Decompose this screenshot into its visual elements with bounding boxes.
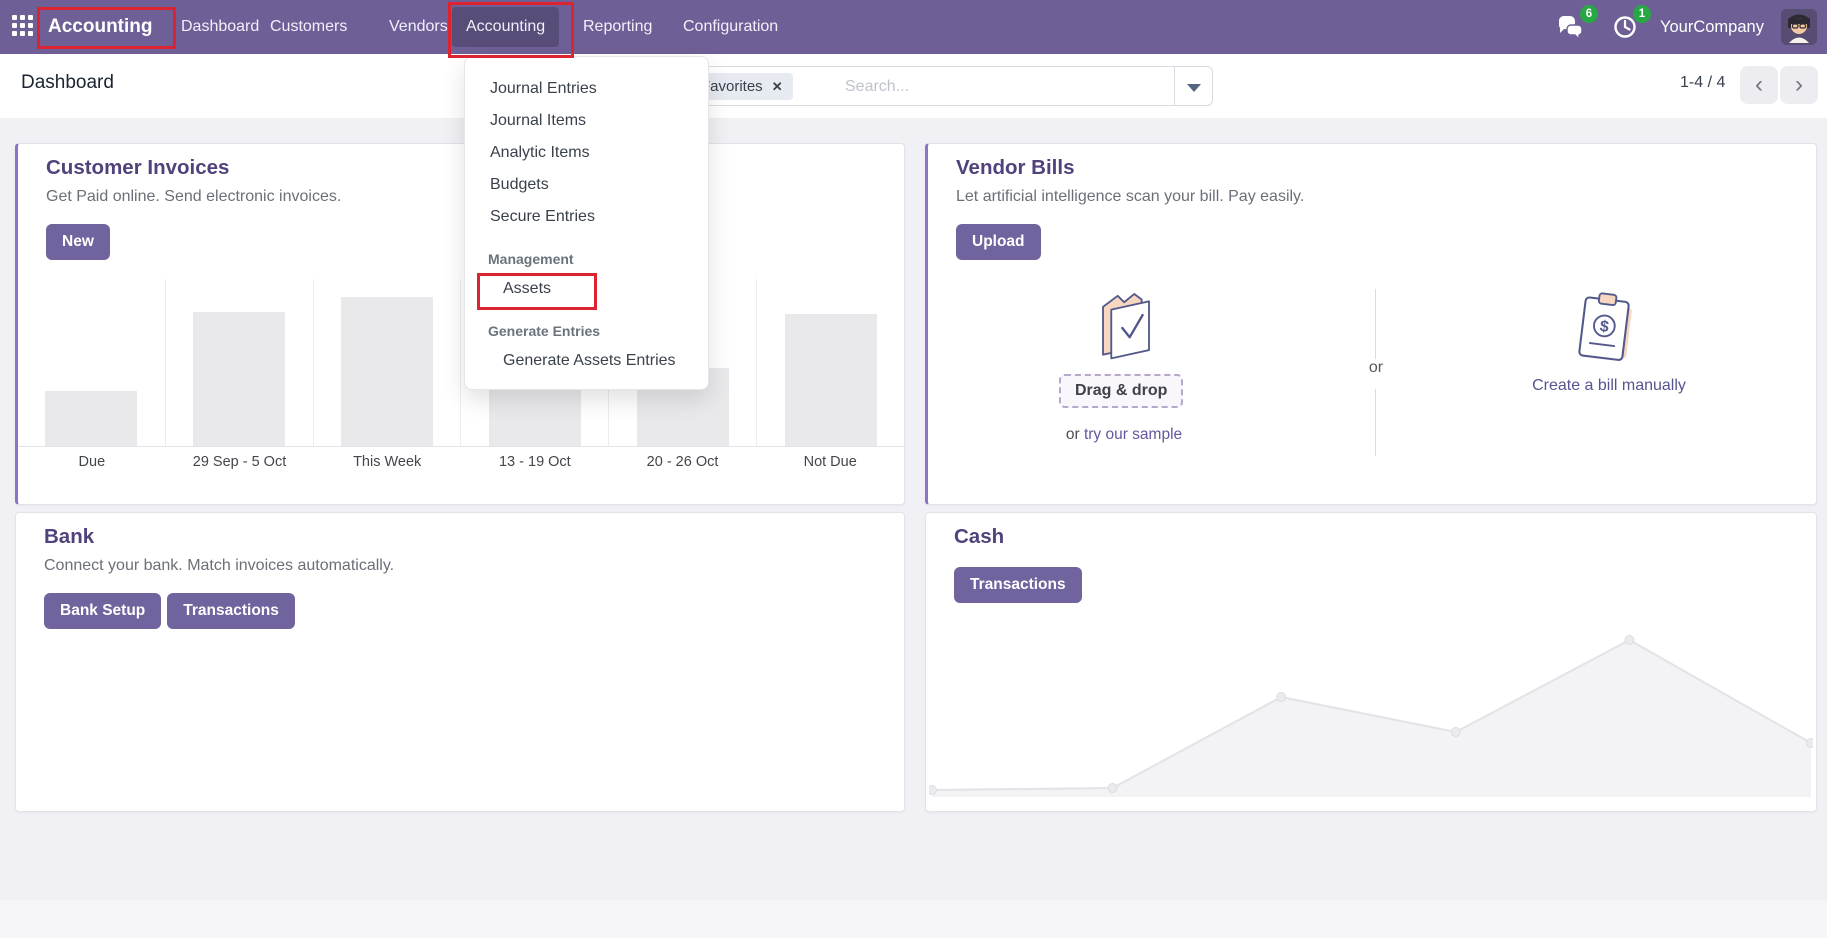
caret-down-icon bbox=[1187, 84, 1201, 92]
activities-icon[interactable] bbox=[1612, 14, 1638, 40]
card-title: Customer Invoices bbox=[46, 156, 230, 179]
card-title: Vendor Bills bbox=[956, 156, 1075, 179]
nav-item-reporting[interactable]: Reporting bbox=[583, 18, 653, 35]
cash-line-chart bbox=[929, 635, 1813, 797]
pager-next-button[interactable]: › bbox=[1780, 66, 1818, 104]
create-bill-manually-link[interactable]: Create a bill manually bbox=[1532, 377, 1686, 394]
menu-item-journal-items[interactable]: Journal Items bbox=[490, 112, 587, 129]
cash-transactions-button[interactable]: Transactions bbox=[954, 567, 1082, 603]
menu-item-generate-assets-entries[interactable]: Generate Assets Entries bbox=[503, 352, 676, 369]
accounting-dropdown-menu: Journal Entries Journal Items Analytic I… bbox=[464, 56, 709, 390]
search-bar[interactable]: Favorites ✕ bbox=[660, 66, 1213, 107]
bank-transactions-button[interactable]: Transactions bbox=[167, 593, 295, 629]
bill-clipboard-icon: $ bbox=[1573, 290, 1639, 371]
app-name[interactable]: Accounting bbox=[48, 16, 153, 37]
card-title: Bank bbox=[44, 525, 95, 548]
new-invoice-button[interactable]: New bbox=[46, 224, 110, 260]
activities-badge: 1 bbox=[1633, 5, 1651, 23]
messages-badge: 6 bbox=[1580, 5, 1598, 23]
bar-slot bbox=[18, 279, 166, 446]
upload-bill-button[interactable]: Upload bbox=[956, 224, 1041, 260]
bar-label: 20 - 26 Oct bbox=[646, 454, 719, 470]
card-subtitle: Get Paid online. Send electronic invoice… bbox=[46, 188, 342, 205]
bar-not-due[interactable] bbox=[784, 314, 877, 446]
user-avatar[interactable] bbox=[1781, 9, 1817, 45]
or-divider-text: or bbox=[1368, 359, 1384, 376]
top-navbar: Accounting Dashboard Customers Vendors A… bbox=[0, 0, 1827, 54]
card-vendor-bills: Vendor Bills Let artificial intelligence… bbox=[925, 143, 1817, 505]
nav-item-dashboard[interactable]: Dashboard bbox=[181, 18, 260, 35]
bar-week1[interactable] bbox=[193, 312, 286, 446]
card-customer-invoices: Customer Invoices Get Paid online. Send … bbox=[15, 143, 905, 505]
nav-item-vendors[interactable]: Vendors bbox=[389, 18, 448, 35]
invoices-bar-chart bbox=[18, 279, 904, 447]
company-menu[interactable]: YourCompany bbox=[1660, 18, 1764, 36]
chevron-right-icon: › bbox=[1795, 71, 1803, 98]
bar-label: 13 - 19 Oct bbox=[498, 454, 571, 470]
apps-menu-icon[interactable] bbox=[10, 14, 36, 40]
search-options-toggle[interactable] bbox=[1174, 67, 1212, 105]
card-bank: Bank Connect your bank. Match invoices a… bbox=[15, 512, 905, 812]
vertical-divider bbox=[1375, 389, 1376, 456]
breadcrumb[interactable]: Dashboard bbox=[21, 72, 114, 93]
nav-item-customers[interactable]: Customers bbox=[270, 18, 348, 35]
bar-slot bbox=[166, 279, 314, 446]
bar-label: This Week bbox=[353, 454, 422, 470]
try-sample-line: or try our sample bbox=[928, 426, 1320, 444]
bank-buttons: Bank Setup Transactions bbox=[44, 593, 295, 629]
bar-chart-labels: Due 29 Sep - 5 Oct This Week 13 - 19 Oct… bbox=[18, 454, 904, 470]
bar-this-week[interactable] bbox=[341, 297, 434, 446]
menu-item-journal-entries[interactable]: Journal Entries bbox=[490, 80, 597, 97]
search-input[interactable] bbox=[843, 67, 1167, 107]
card-subtitle: Connect your bank. Match invoices automa… bbox=[44, 557, 395, 574]
bar-label: Not Due bbox=[803, 454, 857, 470]
menu-item-secure-entries[interactable]: Secure Entries bbox=[490, 208, 595, 225]
nav-item-configuration[interactable]: Configuration bbox=[683, 18, 779, 35]
bank-setup-button[interactable]: Bank Setup bbox=[44, 593, 162, 629]
pager-value: 1-4 / 4 bbox=[1680, 74, 1726, 91]
nav-item-accounting[interactable]: Accounting bbox=[452, 7, 560, 47]
bar-due[interactable] bbox=[45, 390, 138, 446]
pager-previous-button[interactable]: ‹ bbox=[1740, 66, 1778, 104]
menu-section-generate-entries: Generate Entries bbox=[488, 323, 601, 339]
card-subtitle: Let artificial intelligence scan your bi… bbox=[956, 188, 1305, 205]
drag-drop-zone[interactable]: Drag & drop bbox=[1059, 374, 1184, 408]
chevron-left-icon: ‹ bbox=[1755, 71, 1763, 98]
messages-icon[interactable] bbox=[1557, 14, 1583, 41]
menu-section-management: Management bbox=[488, 251, 574, 267]
bar-slot bbox=[314, 279, 462, 446]
facet-remove-icon[interactable]: ✕ bbox=[771, 79, 783, 94]
svg-text:$: $ bbox=[1599, 317, 1610, 336]
bar-label: Due bbox=[78, 454, 106, 470]
vendor-bills-body: Drag & drop or try our sample or $ Cr bbox=[928, 274, 1816, 504]
bar-slot bbox=[757, 279, 904, 446]
folder-check-icon bbox=[1080, 282, 1172, 379]
menu-item-budgets[interactable]: Budgets bbox=[490, 176, 549, 193]
card-title: Cash bbox=[954, 525, 1005, 548]
try-sample-link[interactable]: try our sample bbox=[1083, 426, 1183, 443]
bar-label: 29 Sep - 5 Oct bbox=[192, 454, 287, 470]
card-cash: Cash Transactions bbox=[925, 512, 1817, 812]
facet-label: Favorites bbox=[701, 78, 763, 95]
or-text: or bbox=[1065, 426, 1084, 443]
vertical-divider bbox=[1375, 289, 1376, 359]
page-bottom-strip bbox=[0, 900, 1827, 938]
menu-item-assets[interactable]: Assets bbox=[503, 280, 552, 297]
menu-item-analytic-items[interactable]: Analytic Items bbox=[490, 144, 590, 161]
